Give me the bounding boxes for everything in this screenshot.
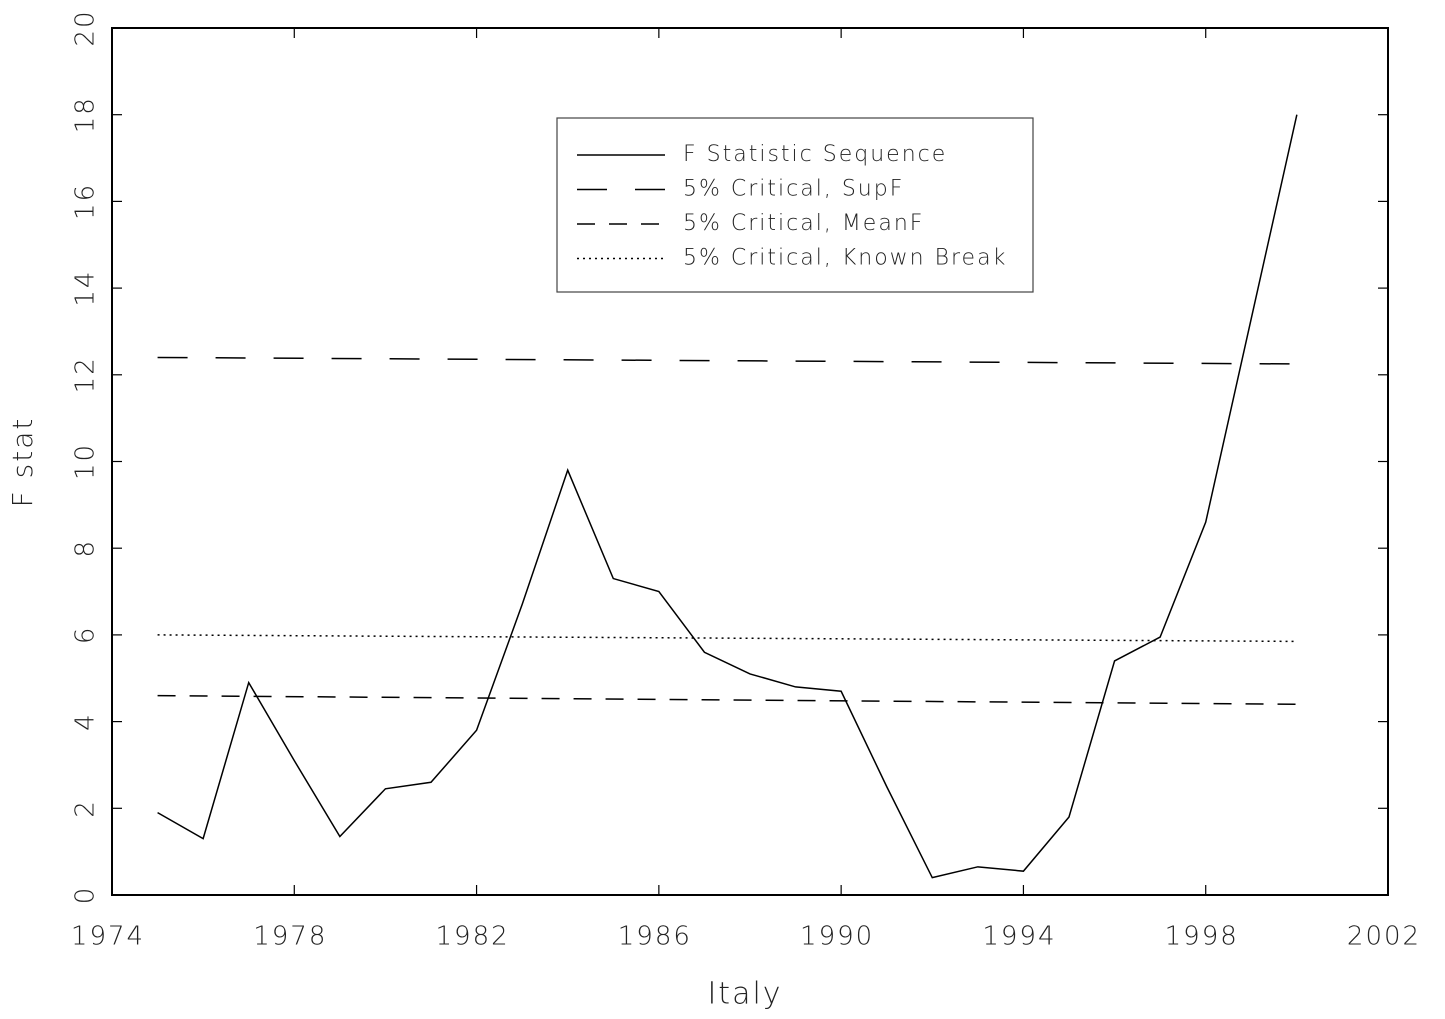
legend-label: F Statistic Sequence: [683, 142, 947, 167]
y-tick-label: 4: [71, 712, 101, 731]
y-axis-label: F stat: [6, 417, 39, 508]
legend-label: 5% Critical, MeanF: [683, 211, 924, 236]
y-tick-label: 12: [71, 356, 101, 393]
y-tick-label: 18: [71, 96, 101, 133]
y-tick-label: 2: [71, 799, 101, 818]
y-tick-label: 16: [71, 183, 101, 220]
line-series: [157, 634, 1297, 643]
y-tick-label: 20: [71, 9, 101, 46]
y-tick-label: 14: [71, 270, 101, 307]
y-tick-label: 0: [71, 886, 101, 905]
line-series: [157, 114, 1298, 879]
line-series: [157, 356, 1297, 365]
x-axis-label: Italy: [707, 977, 782, 1012]
x-tick-label: 2002: [1347, 922, 1421, 952]
x-tick-label: 1974: [71, 922, 145, 952]
line-series: [157, 694, 1297, 706]
x-tick-label: 1990: [800, 922, 874, 952]
legend-label: 5% Critical, Known Break: [683, 246, 1007, 271]
x-tick-label: 1994: [982, 922, 1056, 952]
x-tick-label: 1978: [253, 922, 327, 952]
legend-box: [556, 117, 1034, 293]
y-tick-label: 10: [71, 443, 101, 480]
x-tick-label: 1998: [1165, 922, 1239, 952]
x-tick-label: 1982: [435, 922, 509, 952]
y-tick-label: 8: [71, 539, 101, 558]
x-tick-label: 1986: [618, 922, 692, 952]
y-tick-label: 6: [71, 626, 101, 645]
legend-label: 5% Critical, SupF: [683, 177, 904, 202]
